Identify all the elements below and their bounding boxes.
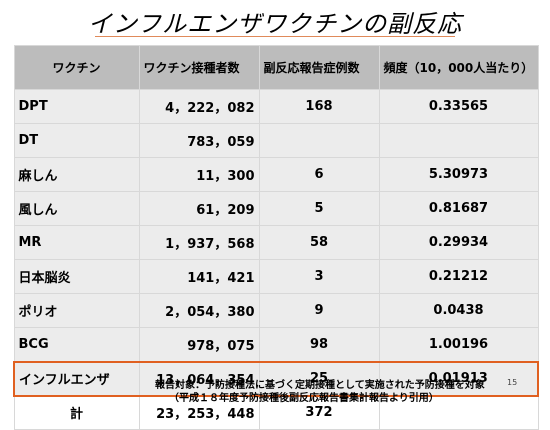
footnote-line-1: 報告対象：予防接種法に基づく定期接種として実施された予防接種を対象 [155, 380, 485, 391]
frequency-cell: 0.33565 [378, 89, 539, 124]
page-number: 15 [507, 378, 518, 387]
reports-cell: 5 [258, 191, 380, 226]
table-row: 日本脳炎 141，421 3 0.21212 [13, 259, 539, 294]
recipients-cell: 1，937，568 [138, 225, 260, 260]
recipients-cell: 4，222，082 [138, 89, 260, 124]
table-row-influenza-highlighted: インフルエンザ 13，064，354 25 0.01913 [13, 360, 539, 397]
recipients-cell: 783，059 [138, 123, 260, 158]
recipients-cell: 141，421 [138, 259, 260, 294]
header-reports: 副反応報告症例数 [258, 45, 380, 90]
vaccine-name: 日本脳炎 [13, 259, 140, 294]
frequency-cell: 0.81687 [378, 191, 539, 226]
reports-cell: 9 [258, 293, 380, 328]
vaccine-name: DT [13, 123, 140, 158]
vaccine-name: ポリオ [13, 293, 140, 328]
footnote: 報告対象：予防接種法に基づく定期接種として実施された予防接種を対象 （平成１８年… [155, 379, 485, 405]
reports-cell: 3 [258, 259, 380, 294]
table-row: ポリオ 2，054，380 9 0.0438 [13, 293, 539, 328]
vaccine-name: MR [13, 225, 140, 260]
reports-cell: 168 [258, 89, 380, 124]
table-row: DPT 4，222，082 168 0.33565 [13, 89, 539, 124]
reports-cell: 25 [258, 360, 380, 397]
header-vaccine: ワクチン [13, 45, 140, 90]
frequency-cell: 5.30973 [378, 157, 539, 192]
frequency-cell: 0.29934 [378, 225, 539, 260]
frequency-cell: 0.21212 [378, 259, 539, 294]
reports-cell: 6 [258, 157, 380, 192]
title-underline [95, 36, 455, 37]
total-label: 計 [13, 395, 140, 430]
vaccine-name: DPT [13, 89, 140, 124]
slide-title: インフルエンザワクチンの副反応 [87, 10, 463, 38]
table-row: MR 1，937，568 58 0.29934 [13, 225, 539, 260]
recipients-cell: 978，075 [138, 327, 260, 362]
footnote-line-2: （平成１８年度予防接種後副反応報告書集計報告より引用） [169, 393, 439, 404]
vaccine-name: BCG [13, 327, 140, 362]
recipients-cell: 2，054，380 [138, 293, 260, 328]
reports-cell [258, 123, 380, 158]
table-header-row: ワクチン ワクチン接種者数 副反応報告症例数 頻度（10，000人当たり） [13, 45, 539, 90]
frequency-cell [378, 123, 539, 158]
vaccine-name: 風しん [13, 191, 140, 226]
table-row: 風しん 61，209 5 0.81687 [13, 191, 539, 226]
vaccine-name: 麻しん [13, 157, 140, 192]
vaccine-name: インフルエンザ [13, 360, 140, 397]
frequency-cell: 0.01913 [378, 360, 539, 397]
header-frequency: 頻度（10，000人当たり） [378, 45, 539, 90]
recipients-cell: 61，209 [138, 191, 260, 226]
table-row: DT 783，059 [13, 123, 539, 158]
table-row: 麻しん 11，300 6 5.30973 [13, 157, 539, 192]
reports-cell: 98 [258, 327, 380, 362]
reports-cell: 58 [258, 225, 380, 260]
frequency-cell: 1.00196 [378, 327, 539, 362]
frequency-cell: 0.0438 [378, 293, 539, 328]
recipients-cell: 11，300 [138, 157, 260, 192]
header-recipients: ワクチン接種者数 [138, 45, 260, 90]
table-row: BCG 978，075 98 1.00196 [13, 327, 539, 362]
vaccine-adverse-reaction-table: ワクチン ワクチン接種者数 副反応報告症例数 頻度（10，000人当たり） DP… [13, 45, 539, 430]
recipients-cell: 13，064，354 [138, 360, 260, 397]
